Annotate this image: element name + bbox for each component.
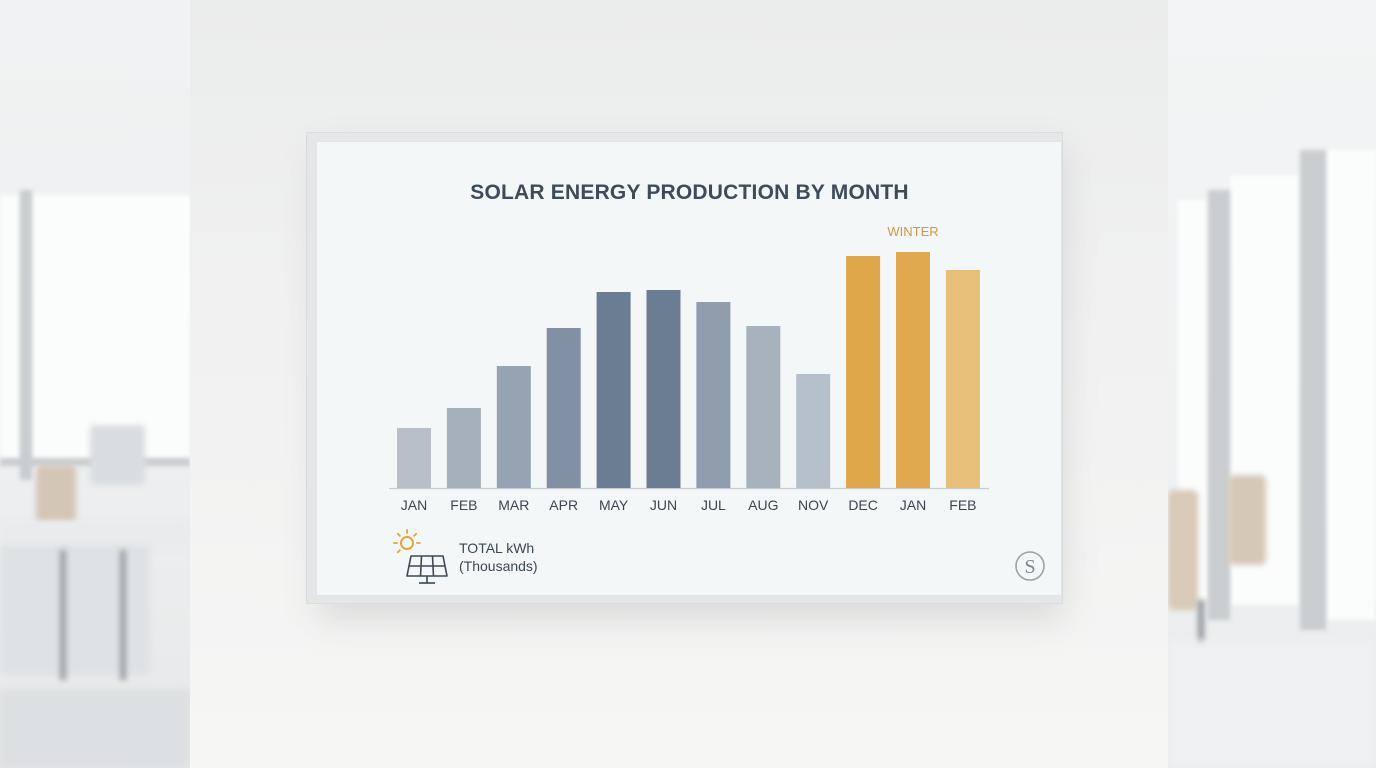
x-tick-label: DEC <box>848 497 878 513</box>
sun-icon <box>393 529 421 554</box>
x-tick-label: MAY <box>599 497 629 513</box>
right-office-view <box>1168 0 1376 768</box>
bar-mar-2 <box>496 366 531 488</box>
wall-display: SOLAR ENERGY PRODUCTION BY MONTH JAN FEB M… <box>306 132 1063 604</box>
bar-jan-10 <box>896 252 930 488</box>
x-tick-label: JAN <box>900 497 926 513</box>
annotation-winter: WINTER <box>887 224 938 239</box>
solar-panel-icon <box>393 529 448 584</box>
bar-jul-6 <box>696 302 731 488</box>
bar-may-4 <box>596 292 631 488</box>
bar-apr-3 <box>546 328 581 488</box>
bar-jan-0 <box>397 428 431 488</box>
x-tick-label: JUN <box>650 497 677 513</box>
x-tick-label: AUG <box>748 497 778 513</box>
bar-feb-1 <box>446 408 481 488</box>
logo-letter: S <box>1024 556 1035 578</box>
x-tick-label: FEB <box>450 497 477 513</box>
company-logo-icon: S <box>1015 551 1045 581</box>
x-tick-label: FEB <box>949 497 976 513</box>
bar-dec-9 <box>846 256 881 488</box>
bar-nov-8 <box>796 374 831 488</box>
bar-jun-5 <box>646 290 681 488</box>
legend-label: TOTAL kWh (Thousands) <box>459 539 538 575</box>
chart-title: SOLAR ENERGY PRODUCTION BY MONTH <box>470 181 909 204</box>
x-tick-label: APR <box>549 497 578 513</box>
chart-panel: SOLAR ENERGY PRODUCTION BY MONTH JAN FEB M… <box>316 141 1062 596</box>
bar-aug-7 <box>746 326 781 488</box>
x-tick-label: NOV <box>798 497 829 513</box>
bar-feb-11 <box>945 270 980 488</box>
x-tick-label: JAN <box>401 497 427 513</box>
left-office-view <box>0 0 190 768</box>
bar-chart: JAN FEB MAR APR MAY JUN JUL AUG NOV DEC JAN FEB WINT… <box>389 224 989 513</box>
legend-line-1: TOTAL kWh <box>459 540 535 556</box>
x-tick-label: JUL <box>701 497 726 513</box>
legend-line-2: (Thousands) <box>459 558 538 574</box>
x-tick-label: MAR <box>498 497 529 513</box>
